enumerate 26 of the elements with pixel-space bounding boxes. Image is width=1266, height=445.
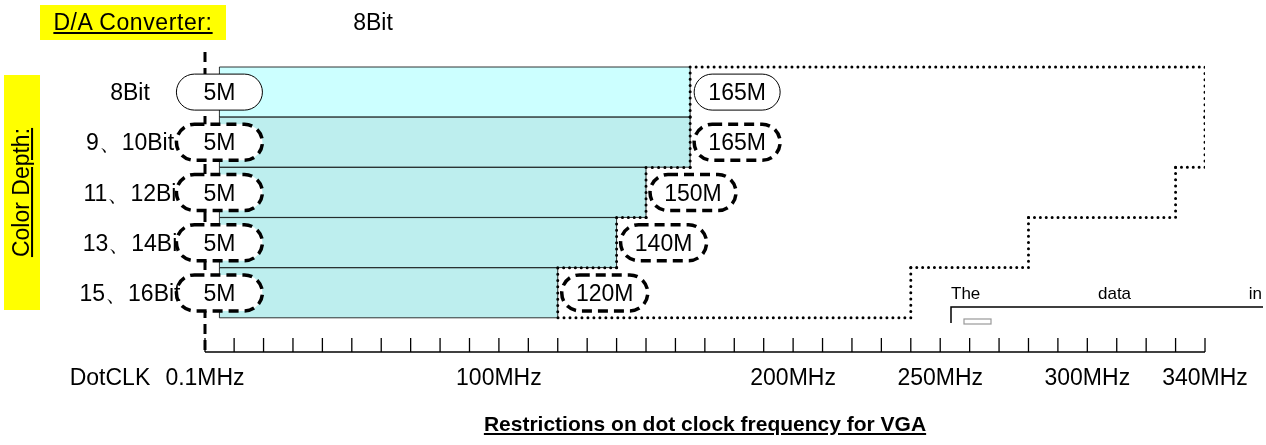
annotation: 5M	[203, 129, 236, 156]
annotation: The data in	[951, 284, 1262, 303]
y-tick-label: 13、14Bi	[82, 229, 178, 256]
x-tick-label: 0.1MHz	[165, 364, 245, 390]
annotation: 5M	[203, 179, 236, 206]
annotation: 5M	[203, 79, 236, 106]
x-axis-title: DotCLK	[69, 364, 151, 390]
annotation: 150M	[664, 179, 722, 206]
annotation: 5M	[203, 229, 236, 256]
x-tick-label: 250MHz	[897, 364, 984, 390]
y-tick-label: 8Bit	[110, 79, 151, 106]
y-axis-title: Color Depth:	[8, 127, 35, 258]
x-tick-label: 200MHz	[750, 364, 836, 390]
chart-subtitle: D/A Converter:	[53, 9, 213, 35]
y-tick-label: 11、12Bi	[83, 179, 177, 206]
x-tick-label: 100MHz	[456, 364, 542, 390]
y-tick-label: 9、10Bit	[85, 129, 175, 156]
x-tick-label: 340MHz	[1162, 364, 1248, 390]
x-tick-label: 300MHz	[1044, 364, 1131, 390]
annotation: 120M	[575, 279, 634, 306]
annotation: 5M	[203, 279, 236, 306]
text: 8Bit	[353, 9, 393, 35]
annotation: 165M	[708, 79, 766, 106]
annotation: 140M	[634, 229, 693, 256]
annotation: 165M	[708, 129, 766, 156]
text: Restrictions on dot clock frequency for VGA	[483, 412, 927, 435]
